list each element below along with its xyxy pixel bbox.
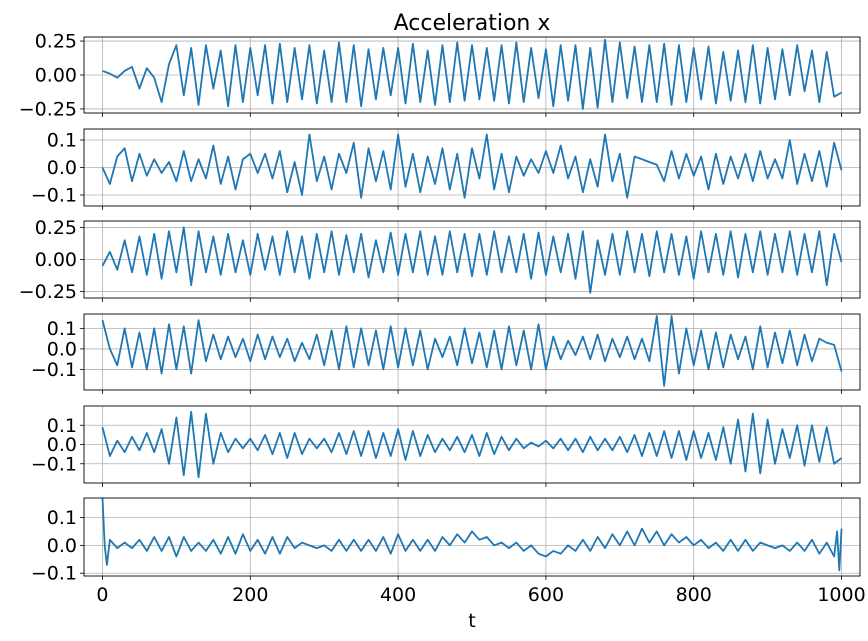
plot-frame — [83, 497, 861, 577]
y-tick-label: 0.00 — [35, 249, 77, 271]
x-tick-label: 600 — [528, 584, 564, 606]
y-tick-label: 0.0 — [47, 338, 77, 360]
y-tick-label: 0.00 — [35, 65, 77, 87]
subplot-6: −0.1 0.0 0.1 0 200 400 600 800 1000 — [31, 497, 866, 606]
y-tick-label: 0.25 — [35, 217, 77, 239]
y-tick-label: 0.0 — [47, 434, 77, 456]
plot-frame — [83, 405, 861, 484]
plot-frame — [83, 220, 861, 299]
y-tick-label: −0.1 — [31, 453, 77, 475]
x-tick-label: 800 — [676, 584, 712, 606]
y-tick-label: 0.1 — [47, 507, 77, 529]
y-tick-label: −0.25 — [19, 281, 77, 303]
y-tick-label: 0.1 — [47, 318, 77, 340]
x-tick-label: 1000 — [817, 584, 865, 606]
y-tick-label: −0.1 — [31, 359, 77, 381]
plot-frame — [83, 36, 861, 114]
x-tick-label: 400 — [380, 584, 416, 606]
y-tick-label: −0.1 — [31, 563, 77, 585]
subplot-5: −0.10.00.1 — [31, 405, 861, 487]
x-axis-label: t — [468, 610, 475, 632]
subplot-4: −0.10.00.1 — [31, 313, 861, 394]
series-line — [101, 133, 843, 199]
y-tick-label: 0.1 — [47, 415, 77, 437]
y-tick-label: 0.25 — [35, 31, 77, 53]
figure-title: Accelerati‌on x — [394, 11, 551, 36]
plot-frame — [83, 128, 861, 207]
series-line — [102, 38, 842, 110]
subplot-3: −0.25 0.00 0.25 — [19, 217, 861, 303]
y-tick-label: −0.1 — [31, 185, 77, 207]
series-line — [101, 315, 843, 387]
subplot-2: −0.1 0.0 0.1 — [31, 128, 861, 210]
series-line — [101, 226, 843, 294]
x-tick-label: 0 — [96, 584, 108, 606]
y-tick-label: 0.0 — [47, 535, 77, 557]
subplot-1: −0.25 0.00 0.25 — [19, 31, 861, 120]
y-tick-label: 0.0 — [47, 157, 77, 179]
y-tick-label: −0.25 — [19, 98, 77, 120]
y-tick-label: 0.1 — [47, 130, 77, 152]
series-line — [101, 410, 843, 479]
plot-frame — [83, 313, 861, 391]
x-tick-label: 200 — [232, 584, 268, 606]
series-line — [101, 497, 843, 572]
